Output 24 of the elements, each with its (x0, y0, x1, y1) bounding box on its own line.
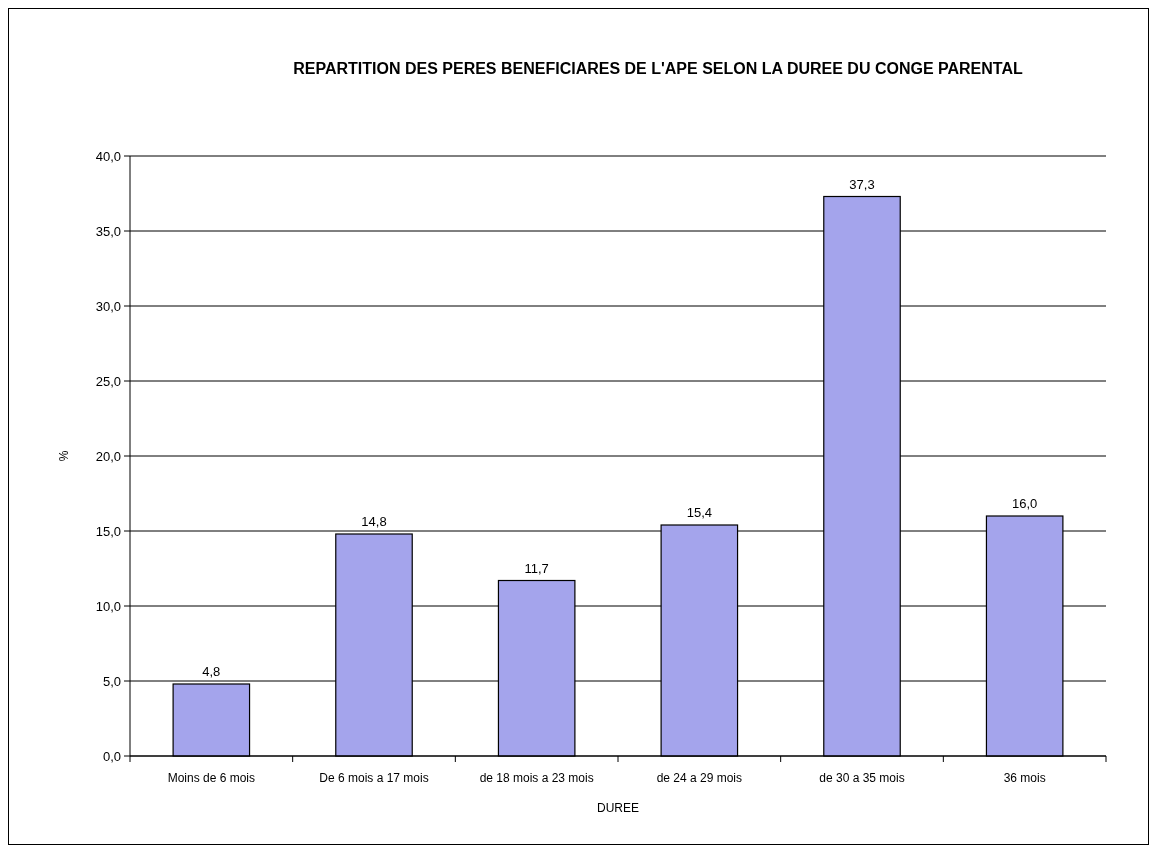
x-axis-title: DUREE (596, 801, 640, 815)
data-label: 11,7 (524, 560, 549, 576)
y-tick-label: 5,0 (102, 673, 121, 689)
y-tick-label: 0,0 (102, 748, 121, 764)
chart-title: REPARTITION DES PERES BENEFICIARES DE L'APE SELON LA DUREE DU CONGE PARENTAL (293, 60, 1023, 77)
data-label: 15,4 (686, 505, 712, 520)
data-label: 4,8 (202, 664, 221, 679)
data-label: 16,0 (1012, 496, 1038, 511)
y-tick-label: 25,0 (95, 373, 121, 389)
y-tick-label: 10,0 (95, 598, 121, 614)
y-tick-label: 40,0 (95, 148, 121, 164)
x-tick-label: de 24 a 29 mois (656, 771, 743, 785)
x-tick-label: 36 mois (1003, 771, 1046, 785)
x-tick-label: Moins de 6 mois (167, 771, 256, 785)
data-label: 37,3 (849, 176, 875, 192)
x-tick-label: de 30 a 35 mois (819, 771, 905, 785)
x-tick-label: de 18 mois a 23 mois (479, 771, 594, 785)
x-tick-label: De 6 mois a 17 mois (319, 771, 429, 785)
y-tick-label: 15,0 (95, 523, 121, 539)
y-tick-label: 30,0 (95, 298, 121, 314)
y-axis-title: % (57, 450, 71, 462)
data-label: 14,8 (361, 514, 387, 529)
y-tick-label: 20,0 (95, 448, 121, 464)
y-tick-label: 35,0 (95, 223, 121, 239)
